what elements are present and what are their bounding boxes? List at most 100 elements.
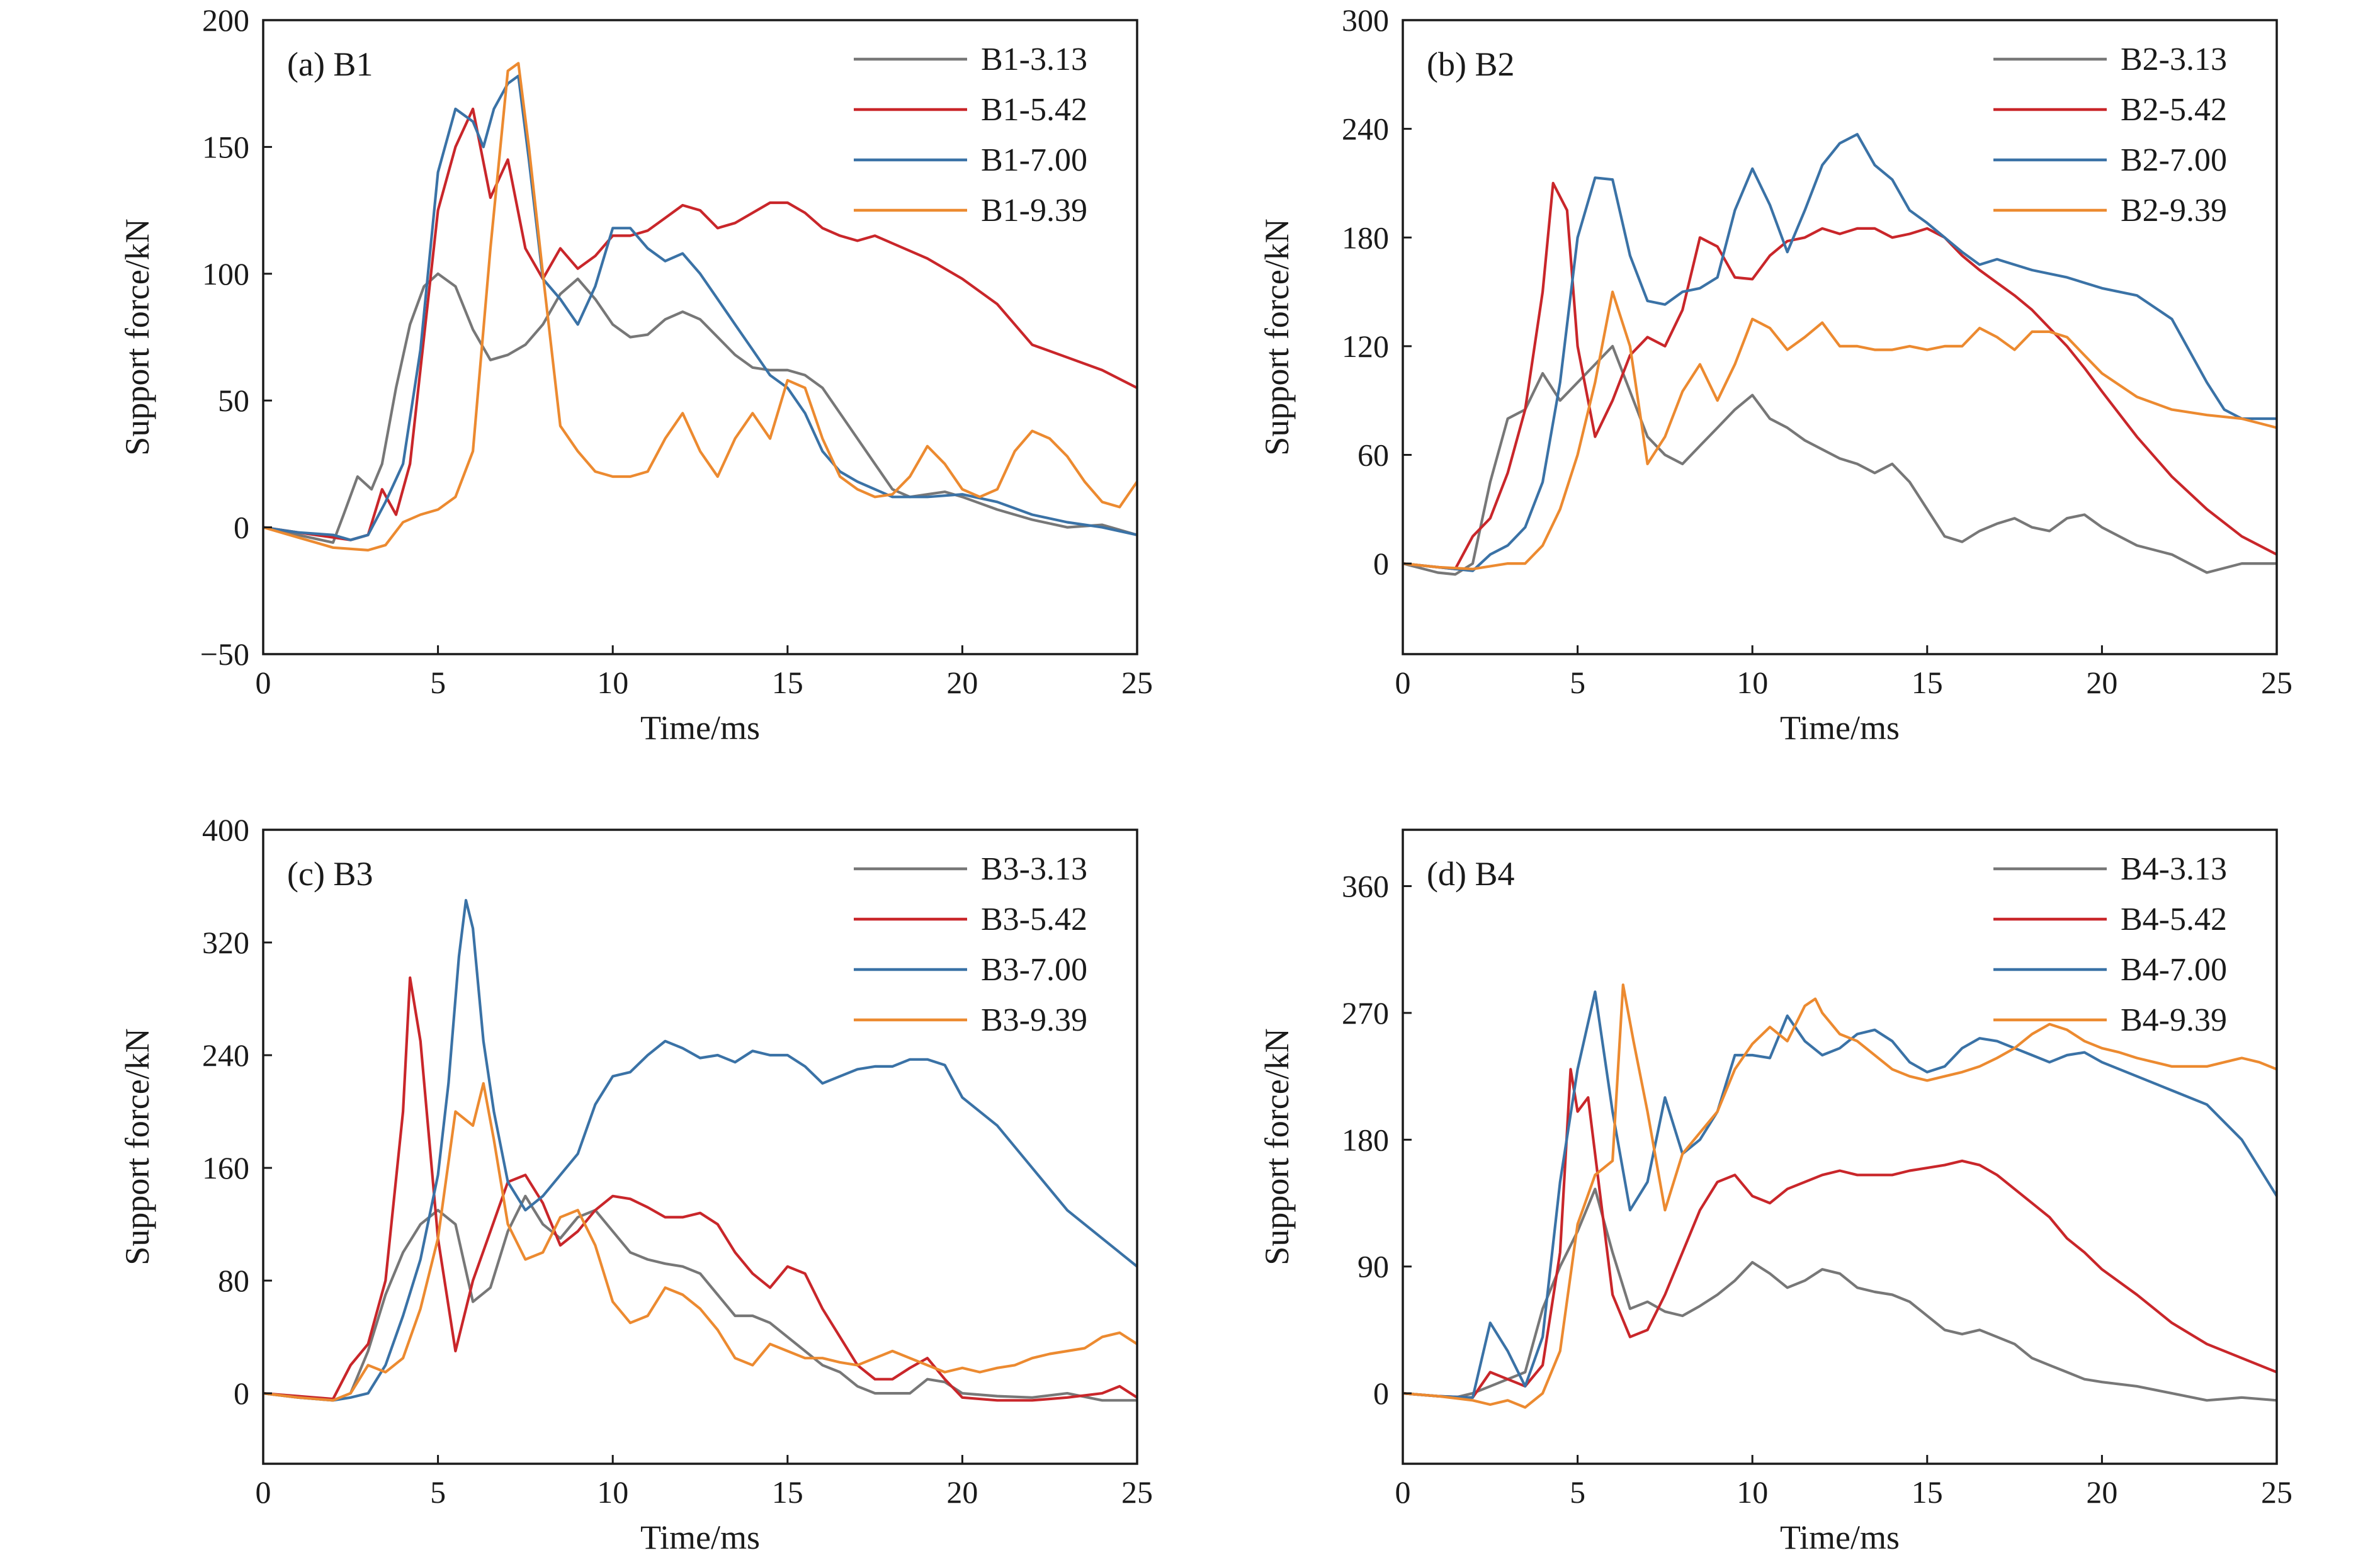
legend-label: B3-3.13	[981, 851, 1087, 887]
x-tick-label: 20	[2086, 1474, 2117, 1510]
y-tick-label: 50	[218, 383, 249, 418]
series-line-B2-7.00	[1403, 133, 2277, 572]
legend-label: B2-7.00	[2121, 142, 2227, 178]
plot-frame	[1402, 829, 2278, 1465]
legend-label: B1-9.39	[981, 193, 1087, 229]
legend-label: B3-5.42	[981, 902, 1087, 937]
x-tick-label: 20	[946, 665, 978, 700]
chart-panel-3: 0 5 10 15 20 25 0 80 160 240 320 400 Time/ms Support …	[118, 812, 1153, 1556]
chart-panel-2: 0 5 10 15 20 25 0 60 120 180 240 300 Time/ms Support …	[1258, 3, 2292, 747]
y-tick-label: −50	[200, 636, 249, 672]
y-tick-label: 320	[202, 925, 249, 960]
y-tick-label: 80	[218, 1263, 249, 1298]
series-line-B2-9.39	[1403, 290, 2277, 570]
legend-label: B2-9.39	[2121, 193, 2227, 229]
chart-panel-1: 0 5 10 15 20 25−50050100150200Time/msSupport …	[118, 3, 1153, 747]
x-axis-label: Time/ms	[640, 1519, 760, 1556]
x-tick-label: 20	[2086, 665, 2117, 700]
legend-label: B4-3.13	[2121, 851, 2227, 887]
plot-frame	[262, 829, 1138, 1465]
y-axis-label: Support force/kN	[118, 218, 156, 455]
y-tick-label: 0	[1373, 546, 1389, 581]
legend: B3-3.13 B3-5.42 B3-7.00 B3-9.39	[854, 851, 1087, 1038]
series-line-B4-9.39	[1403, 983, 2277, 1409]
plot-frame	[1402, 19, 2278, 655]
x-tick-label: 5	[1570, 1474, 1585, 1510]
series-line-B4-5.42	[1403, 1068, 2277, 1399]
y-tick-label: 270	[1342, 995, 1389, 1031]
legend-label: B2-5.42	[2121, 92, 2227, 128]
y-tick-label: 150	[202, 129, 249, 164]
legend-label: B3-7.00	[981, 952, 1087, 988]
x-tick-label: 25	[1121, 1474, 1153, 1510]
y-tick-label: 90	[1357, 1249, 1389, 1284]
legend-label: B4-5.42	[2121, 902, 2227, 937]
x-tick-label: 25	[2261, 1474, 2292, 1510]
series-group	[263, 898, 1137, 1402]
x-tick-label: 0	[1395, 1474, 1411, 1510]
y-tick-label: 0	[1373, 1376, 1389, 1411]
x-tick-label: 5	[430, 665, 446, 700]
panel-label: (a) B1	[287, 45, 373, 83]
x-tick-label: 15	[1912, 665, 1943, 700]
series-group	[1403, 133, 2277, 576]
legend-label: B4-9.39	[2121, 1002, 2227, 1038]
y-tick-label: 120	[1342, 329, 1389, 364]
legend-label: B1-7.00	[981, 142, 1087, 178]
legend-label: B3-9.39	[981, 1002, 1087, 1038]
series-line-B4-7.00	[1403, 990, 2277, 1399]
series-line-B1-9.39	[263, 62, 1137, 552]
series-line-B3-3.13	[263, 1194, 1137, 1402]
x-tick-label: 0	[256, 1474, 271, 1510]
series-group	[263, 62, 1137, 552]
y-tick-label: 400	[202, 812, 249, 847]
x-tick-label: 20	[946, 1474, 978, 1510]
y-tick-label: 160	[202, 1150, 249, 1185]
series-group	[1403, 983, 2277, 1409]
panel-label: (c) B3	[287, 855, 373, 893]
series-line-B3-7.00	[263, 898, 1137, 1402]
x-tick-label: 10	[597, 1474, 628, 1510]
y-tick-label: 60	[1357, 438, 1389, 473]
y-tick-label: 360	[1342, 869, 1389, 904]
y-tick-label: 180	[1342, 1122, 1389, 1157]
y-tick-label: 180	[1342, 220, 1389, 255]
x-axis-label: Time/ms	[640, 709, 760, 747]
legend: B1-3.13 B1-5.42 B1-7.00 B1-9.39	[854, 42, 1087, 229]
x-tick-label: 25	[1121, 665, 1153, 700]
panel-label: (b) B2	[1427, 45, 1514, 83]
chart-panel-4: 0 5 10 15 20 25 0 90 180 270 360 Time/ms Support for…	[1258, 829, 2292, 1556]
x-tick-label: 15	[1912, 1474, 1943, 1510]
panel-label: (d) B4	[1427, 855, 1514, 893]
legend-label: B4-7.00	[2121, 952, 2227, 988]
series-line-B2-5.42	[1403, 181, 2277, 570]
x-tick-label: 10	[1737, 665, 1768, 700]
y-tick-label: 240	[202, 1038, 249, 1073]
series-line-B2-3.13	[1403, 344, 2277, 576]
x-tick-label: 5	[1570, 665, 1585, 700]
x-tick-label: 0	[1395, 665, 1411, 700]
y-tick-label: 0	[234, 1376, 249, 1411]
legend: B2-3.13 B2-5.42 B2-7.00 B2-9.39	[1993, 42, 2227, 229]
x-tick-label: 25	[2261, 665, 2292, 700]
x-tick-label: 10	[1737, 1474, 1768, 1510]
y-axis-label: Support force/kN	[1258, 1028, 1296, 1265]
x-tick-label: 10	[597, 665, 628, 700]
legend-label: B1-5.42	[981, 92, 1087, 128]
legend-label: B1-3.13	[981, 42, 1087, 77]
x-axis-label: Time/ms	[1780, 1519, 1900, 1556]
x-tick-label: 5	[430, 1474, 446, 1510]
x-tick-label: 15	[772, 1474, 803, 1510]
x-tick-label: 0	[256, 665, 271, 700]
x-axis-label: Time/ms	[1780, 709, 1900, 747]
y-axis-label: Support force/kN	[1258, 218, 1296, 455]
series-line-B4-3.13	[1403, 1187, 2277, 1402]
y-tick-label: 200	[202, 3, 249, 38]
legend: B4-3.13 B4-5.42 B4-7.00 B4-9.39	[1993, 851, 2227, 1038]
series-line-B1-5.42	[263, 107, 1137, 541]
plot-frame	[262, 19, 1138, 655]
series-line-B3-9.39	[263, 1082, 1137, 1402]
y-axis-label: Support force/kN	[118, 1028, 156, 1265]
x-tick-label: 15	[772, 665, 803, 700]
